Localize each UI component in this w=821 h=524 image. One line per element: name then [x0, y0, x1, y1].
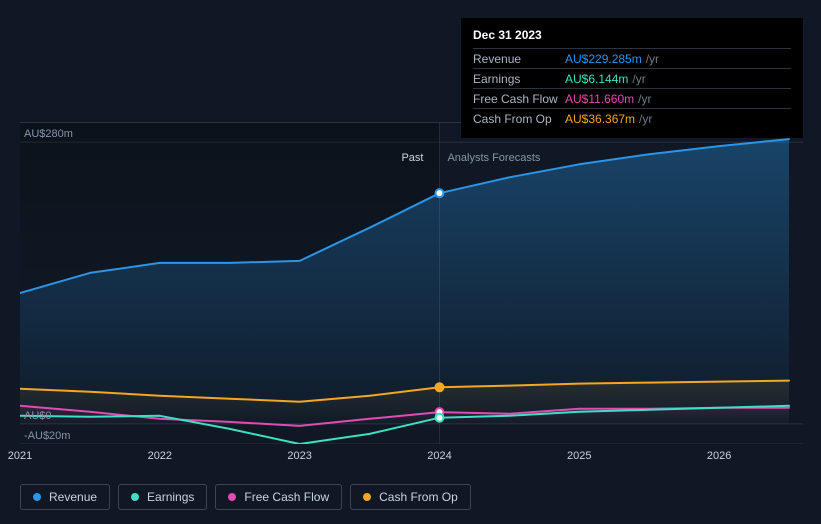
y-axis-tick-label: -AU$20m — [24, 430, 70, 442]
tooltip-row: RevenueAU$229.285m/yr — [473, 48, 791, 68]
tooltip-row: Free Cash FlowAU$11.660m/yr — [473, 88, 791, 108]
x-axis-tick-label: 2021 — [8, 450, 32, 462]
period-label-past: Past — [401, 152, 423, 164]
legend-dot-icon — [33, 493, 41, 501]
tooltip-row-label: Revenue — [473, 52, 565, 66]
x-axis-tick-label: 2023 — [287, 450, 311, 462]
tooltip-row-unit: /yr — [632, 72, 645, 86]
x-axis-tick-label: 2024 — [427, 450, 451, 462]
x-axis-tick-label: 2025 — [567, 450, 591, 462]
period-label-forecast: Analysts Forecasts — [447, 152, 540, 164]
x-axis-tick-label: 2022 — [148, 450, 172, 462]
legend-item-label: Earnings — [147, 490, 194, 504]
legend-item-cash_from_op[interactable]: Cash From Op — [350, 484, 471, 510]
chart-svg — [20, 122, 803, 444]
legend-item-label: Cash From Op — [379, 490, 458, 504]
tooltip-row-value: AU$36.367m — [565, 112, 635, 126]
tooltip-row: Cash From OpAU$36.367m/yr — [473, 108, 791, 128]
legend-item-revenue[interactable]: Revenue — [20, 484, 110, 510]
tooltip-row-label: Free Cash Flow — [473, 92, 565, 106]
tooltip-row-unit: /yr — [638, 92, 651, 106]
legend-dot-icon — [131, 493, 139, 501]
tooltip: Dec 31 2023 RevenueAU$229.285m/yrEarning… — [461, 18, 803, 138]
tooltip-row-value: AU$229.285m — [565, 52, 642, 66]
legend: Revenue Earnings Free Cash Flow Cash From O… — [20, 484, 471, 510]
legend-item-label: Revenue — [49, 490, 97, 504]
tooltip-row-unit: /yr — [639, 112, 652, 126]
tooltip-row-value: AU$6.144m — [565, 72, 628, 86]
tooltip-row-label: Cash From Op — [473, 112, 565, 126]
legend-item-earnings[interactable]: Earnings — [118, 484, 207, 510]
tooltip-row-unit: /yr — [646, 52, 659, 66]
x-axis-labels: 202120222023202420252026 — [20, 450, 803, 470]
x-axis-tick-label: 2026 — [707, 450, 731, 462]
legend-dot-icon — [228, 493, 236, 501]
tooltip-date: Dec 31 2023 — [473, 28, 791, 42]
y-axis-tick-label: AU$0 — [24, 410, 52, 422]
tooltip-row-label: Earnings — [473, 72, 565, 86]
y-axis-tick-label: AU$280m — [24, 128, 73, 140]
tooltip-row: EarningsAU$6.144m/yr — [473, 68, 791, 88]
chart-plot-area[interactable]: Past Analysts Forecasts — [20, 122, 803, 444]
legend-item-label: Free Cash Flow — [244, 490, 329, 504]
legend-item-free_cash_flow[interactable]: Free Cash Flow — [215, 484, 342, 510]
tooltip-row-value: AU$11.660m — [565, 92, 634, 106]
legend-dot-icon — [363, 493, 371, 501]
